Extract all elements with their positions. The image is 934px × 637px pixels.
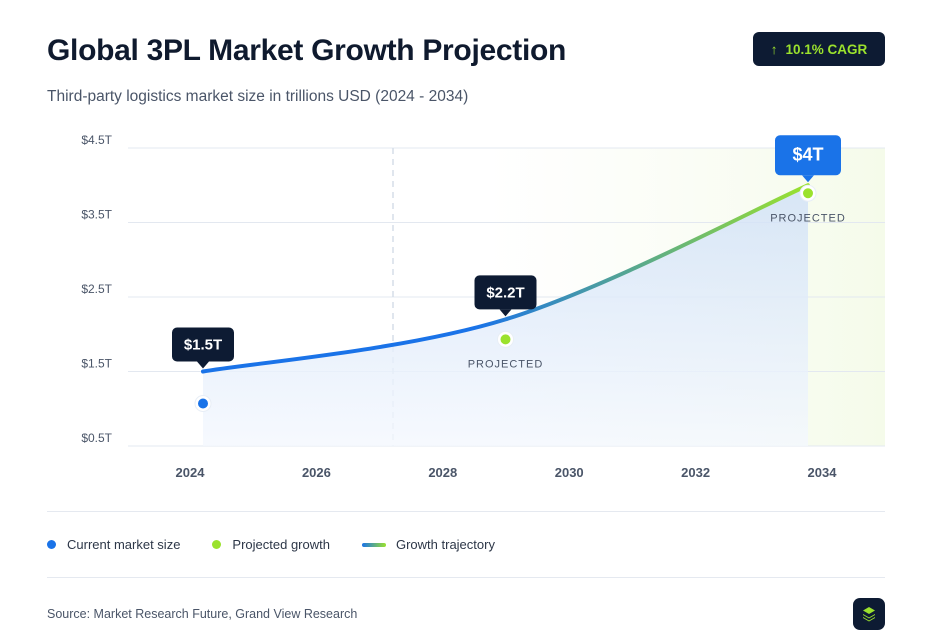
projected-tag: PROJECTED	[770, 212, 846, 224]
y-tick-label: $0.5T	[81, 431, 112, 445]
x-tick-label: 2024	[176, 465, 206, 480]
area-fill	[203, 185, 808, 446]
data-point[interactable]	[803, 188, 813, 199]
page-title: Global 3PL Market Growth Projection	[47, 34, 567, 67]
trajectory-line	[201, 183, 810, 374]
data-point[interactable]	[500, 334, 511, 345]
divider	[47, 577, 885, 578]
x-tick-label: 2034	[808, 465, 838, 480]
projected-tag: PROJECTED	[468, 358, 544, 370]
legend: Current market size Projected growth Gro…	[47, 537, 527, 552]
cagr-badge: ↑ 10.1% CAGR	[753, 32, 885, 66]
value-label: $2.2T	[486, 284, 524, 301]
page-subtitle: Third-party logistics market size in tri…	[47, 88, 469, 105]
value-label-box	[775, 135, 841, 176]
value-label-pointer	[197, 361, 209, 369]
legend-projected: Projected growth	[212, 537, 330, 552]
x-tick-label: 2028	[428, 465, 457, 480]
x-tick-label: 2030	[555, 465, 584, 480]
value-label-pointer	[499, 309, 512, 317]
y-tick-label: $2.5T	[81, 282, 112, 296]
growth-chart: $0.5T $1.5T $2.5T $3.5T $4.5T 2024 2026 2028 203…	[81, 133, 885, 480]
value-label-box	[172, 327, 234, 362]
source-note: Source: Market Research Future, Grand Vi…	[47, 607, 358, 621]
y-tick-label: $1.5T	[81, 357, 112, 371]
data-point[interactable]	[198, 398, 208, 409]
legend-current: Current market size	[47, 537, 180, 552]
x-tick-label: 2032	[681, 465, 710, 480]
y-tick-label: $3.5T	[81, 208, 112, 222]
value-label: $4T	[792, 144, 823, 164]
arrow-up-icon: ↑	[770, 41, 778, 57]
legend-trajectory: Growth trajectory	[361, 537, 495, 552]
value-label: $1.5T	[184, 337, 222, 354]
y-tick-label: $4.5T	[81, 133, 112, 147]
divider	[47, 511, 885, 512]
value-label-box	[474, 275, 537, 310]
x-tick-label: 2026	[302, 465, 331, 480]
layers-icon[interactable]	[853, 598, 885, 630]
value-label-pointer	[802, 175, 814, 183]
